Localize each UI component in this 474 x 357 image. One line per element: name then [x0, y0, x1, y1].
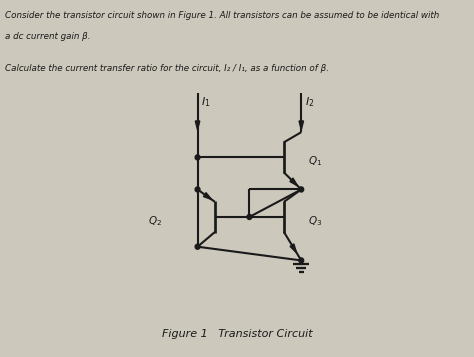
Polygon shape	[290, 178, 298, 186]
Circle shape	[195, 244, 200, 249]
Text: a dc current gain β.: a dc current gain β.	[5, 32, 90, 41]
Circle shape	[299, 258, 304, 263]
Text: $Q_1$: $Q_1$	[308, 154, 322, 168]
Polygon shape	[299, 121, 303, 130]
Text: $I_2$: $I_2$	[305, 96, 314, 109]
Circle shape	[247, 215, 252, 220]
Text: $I_1$: $I_1$	[201, 96, 210, 109]
Text: $Q_3$: $Q_3$	[308, 214, 322, 228]
Polygon shape	[195, 121, 200, 130]
Polygon shape	[203, 193, 212, 200]
Circle shape	[299, 187, 304, 192]
Text: Figure 1   Transistor Circuit: Figure 1 Transistor Circuit	[162, 329, 312, 339]
Circle shape	[195, 187, 200, 192]
Text: $Q_2$: $Q_2$	[148, 214, 162, 228]
Polygon shape	[290, 244, 297, 253]
Circle shape	[195, 155, 200, 160]
Text: Consider the transistor circuit shown in Figure 1. All transistors can be assume: Consider the transistor circuit shown in…	[5, 11, 439, 20]
Text: Calculate the current transfer ratio for the circuit, I₂ / I₁, as a function of : Calculate the current transfer ratio for…	[5, 64, 329, 73]
